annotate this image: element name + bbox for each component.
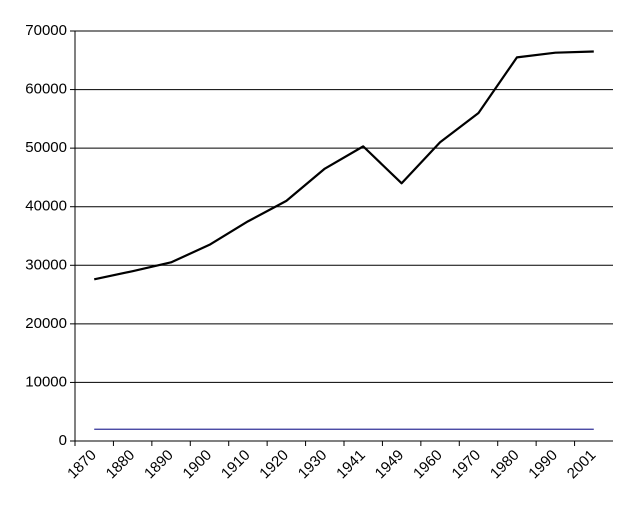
series-line (93, 50, 594, 281)
x-tick-label: 1900 (180, 447, 216, 483)
x-tick-label: 1960 (410, 447, 446, 483)
x-tick-label: 1949 (372, 447, 408, 483)
x-tick-label: 1970 (449, 447, 485, 483)
y-tick-label: 70000 (25, 22, 67, 39)
x-tick-label: 1870 (64, 447, 100, 483)
x-tick-label: 1910 (218, 447, 254, 483)
y-tick-label: 40000 (25, 198, 67, 215)
x-tick-label: 1880 (103, 447, 139, 483)
x-tick-label: 1890 (141, 447, 177, 483)
x-tick-label: 1990 (525, 447, 561, 483)
x-tick-label: 1920 (256, 447, 292, 483)
x-tick-label: 1941 (333, 447, 369, 483)
y-tick-label: 0 (59, 432, 67, 449)
y-tick-label: 20000 (25, 315, 67, 332)
x-tick-label: 1930 (295, 447, 331, 483)
y-tick-label: 10000 (25, 373, 67, 390)
y-tick-label: 60000 (25, 81, 67, 98)
y-tick-label: 30000 (25, 256, 67, 273)
x-tick-label: 2001 (564, 447, 600, 483)
x-tick-label: 1980 (487, 447, 523, 483)
y-tick-label: 50000 (25, 139, 67, 156)
